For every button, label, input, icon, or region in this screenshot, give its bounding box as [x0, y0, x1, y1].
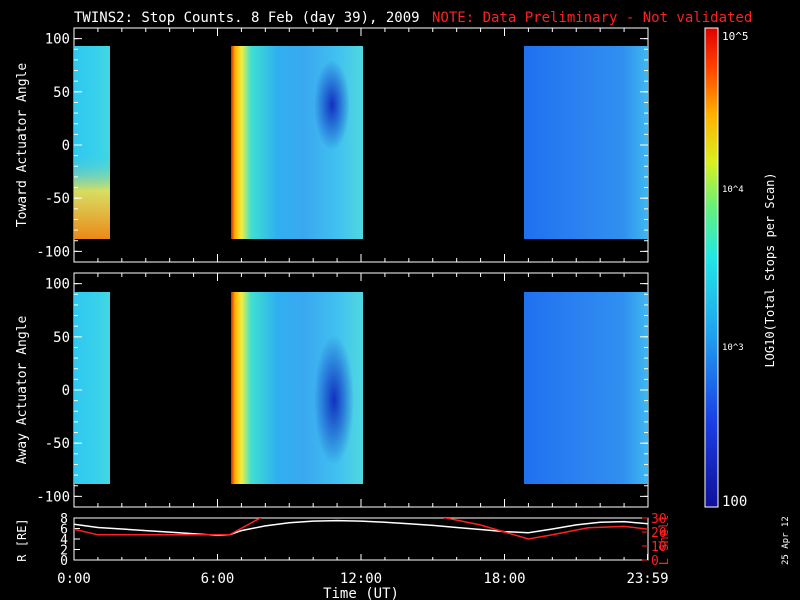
panel3-xtick-label: 12:00 — [340, 571, 382, 587]
orbit-panel — [73, 517, 649, 561]
panel3-ytick-label: 6 — [60, 523, 68, 538]
toward-block-1-low-angle — [74, 46, 110, 239]
colorbar-tick-1e4: 10^4 — [722, 185, 744, 195]
panel2-ytick-label: 0 — [62, 383, 70, 399]
toward-actuator-panel — [73, 27, 649, 263]
panel3-y2tick-label: 30 — [651, 512, 667, 527]
panel3-xtick-label: 23:59 — [626, 571, 668, 587]
panel2-ylabel: Away Actuator Angle — [15, 315, 30, 464]
x-axis-label: Time (UT) — [323, 586, 399, 600]
panel3-xtick-label: 0:00 — [57, 571, 91, 587]
colorbar-tick-1e5: 10^5 — [722, 30, 749, 43]
panel3-y2tick-label: 10 — [651, 540, 667, 555]
panel3-ytick-label: 4 — [60, 533, 68, 548]
panel1-ytick-label: -50 — [45, 191, 70, 207]
panel3-xtick-label: 18:00 — [483, 571, 525, 587]
panel1-ylabel: Toward Actuator Angle — [15, 63, 30, 228]
panel2-ytick-label: -50 — [45, 436, 70, 452]
panel2-ytick-label: 100 — [45, 277, 70, 293]
date-stamp: 25 Apr 12 — [781, 516, 791, 565]
panel3-ytick-label: 8 — [60, 512, 68, 527]
away-actuator-panel — [73, 272, 649, 508]
toward-block-3 — [524, 46, 648, 239]
panel3-y2tick-label: 0 — [651, 554, 659, 569]
colorbar-tick-1e3: 10^3 — [722, 343, 744, 353]
panel1-ytick-label: 0 — [62, 138, 70, 154]
colorbar: 10^5 10^4 10^3 100 LOG10(Total Stops per… — [704, 27, 777, 510]
l-shell-line — [74, 518, 648, 540]
panel3-y2tick-label: 20 — [651, 526, 667, 541]
panel2-ytick-label: -100 — [36, 489, 70, 505]
colorbar-tick-100: 100 — [722, 494, 747, 510]
colorbar-scale — [704, 27, 719, 508]
toward-low-count-region — [314, 60, 350, 150]
away-block-1 — [74, 292, 110, 484]
panel3-ylabel: R [RE] — [15, 518, 29, 561]
away-low-count-region — [314, 335, 354, 465]
colorbar-label: LOG10(Total Stops per Scan) — [763, 172, 777, 367]
panel3-xtick-label: 6:00 — [201, 571, 235, 587]
preliminary-note: NOTE: Data Preliminary - Not validated — [432, 10, 752, 26]
orbit-panel-frame — [73, 517, 649, 561]
radial-distance-line — [74, 519, 648, 537]
panel1-ytick-label: -100 — [36, 244, 70, 260]
panel2-ytick-label: 50 — [53, 330, 70, 346]
panel3-ytick-label: 2 — [60, 544, 68, 559]
panel1-ytick-label: 50 — [53, 85, 70, 101]
figure-title: TWINS2: Stop Counts. 8 Feb (day 39), 200… — [74, 10, 420, 26]
away-block-3 — [524, 292, 648, 484]
panel3-ytick-label: 0 — [60, 554, 68, 569]
panel3-y2label: L Shell — [657, 515, 671, 566]
panel1-ytick-label: 100 — [45, 32, 70, 48]
